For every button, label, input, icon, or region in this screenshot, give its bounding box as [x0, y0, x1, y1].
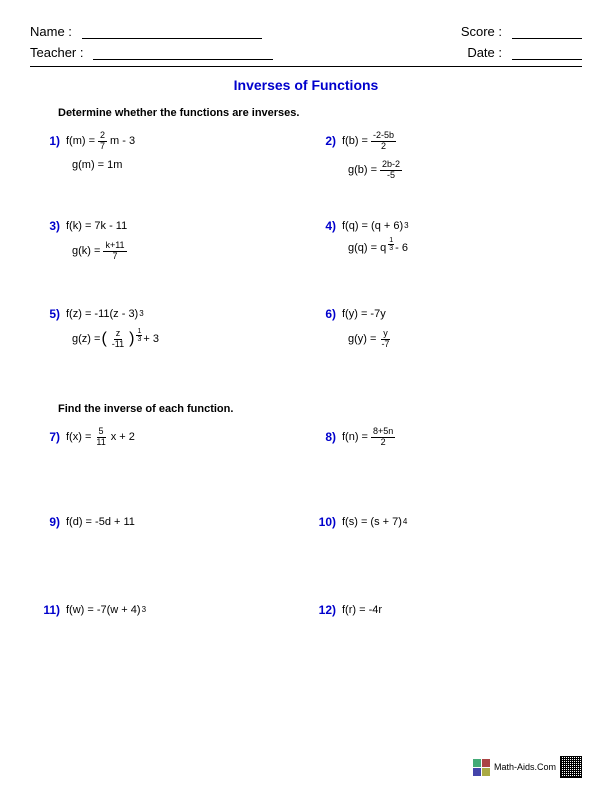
f-expr: f(m) = 27 m - 3 [66, 131, 135, 152]
problem-6: 6) f(y) = -7y g(y) = y-7 [306, 307, 582, 383]
date-label: Date : [467, 45, 502, 60]
problem-4: 4) f(q) = (q + 6)3 g(q) = q13 - 6 [306, 219, 582, 295]
problem-number: 4) [314, 219, 342, 233]
problems-section-1: 1) f(m) = 27 m - 3 g(m) = 1m 2) f(b) = -… [30, 131, 582, 395]
fraction: 511 [94, 427, 107, 448]
score-blank[interactable] [512, 25, 582, 39]
problem-number: 9) [38, 515, 66, 529]
problem-5: 5) f(z) = -11(z - 3)3 g(z) = ( z-11 ) 13… [30, 307, 306, 383]
problem-number: 2) [314, 134, 342, 148]
problem-8: 8) f(n) = 8+5n2 [306, 427, 582, 503]
f-expr: f(x) = 511 x + 2 [66, 427, 135, 448]
problem-2: 2) f(b) = -2-5b2 g(b) = 2b-2-5 [306, 131, 582, 207]
problem-number: 5) [38, 307, 66, 321]
problem-number: 8) [314, 430, 342, 444]
problem-12: 12) f(r) = -4r [306, 603, 582, 679]
g-expr: g(q) = q13 - 6 [348, 241, 408, 256]
logo-icon [473, 759, 490, 776]
f-expr: f(y) = -7y [342, 309, 386, 320]
problem-number: 7) [38, 430, 66, 444]
g-expr: g(y) = y-7 [348, 329, 393, 350]
fraction: k+117 [103, 241, 126, 262]
problem-number: 10) [314, 515, 342, 529]
f-expr: f(q) = (q + 6)3 [342, 221, 409, 232]
f-expr: f(s) = (s + 7)4 [342, 517, 407, 528]
instruction-1: Determine whether the functions are inve… [58, 107, 582, 119]
sup-fraction: 13 [136, 328, 142, 343]
name-field: Name : [30, 24, 262, 39]
f-expr: f(z) = -11(z - 3)3 [66, 309, 144, 320]
teacher-label: Teacher : [30, 45, 83, 60]
teacher-field: Teacher : [30, 45, 273, 60]
g-expr: g(k) = k+117 [72, 241, 129, 262]
fraction: 8+5n2 [371, 427, 395, 448]
date-blank[interactable] [512, 46, 582, 60]
problems-section-2: 7) f(x) = 511 x + 2 8) f(n) = 8+5n2 9) f… [30, 427, 582, 691]
divider [30, 66, 582, 67]
problem-1: 1) f(m) = 27 m - 3 g(m) = 1m [30, 131, 306, 207]
header-row-2: Teacher : Date : [30, 45, 582, 60]
name-label: Name : [30, 24, 72, 39]
instruction-2: Find the inverse of each function. [58, 403, 582, 415]
problem-3: 3) f(k) = 7k - 11 g(k) = k+117 [30, 219, 306, 295]
problem-number: 1) [38, 134, 66, 148]
fraction: y-7 [379, 329, 391, 350]
f-expr: f(k) = 7k - 11 [66, 221, 127, 232]
footer-site: Math-Aids.Com [494, 762, 556, 772]
qr-icon [560, 756, 582, 778]
f-expr: f(r) = -4r [342, 605, 382, 616]
problem-number: 6) [314, 307, 342, 321]
date-field: Date : [467, 45, 582, 60]
sup-fraction: 13 [388, 237, 394, 252]
problem-11: 11) f(w) = -7(w + 4)3 [30, 603, 306, 679]
problem-number: 11) [38, 603, 66, 617]
fraction: -2-5b2 [371, 131, 396, 152]
f-expr: f(d) = -5d + 11 [66, 517, 135, 528]
teacher-blank[interactable] [93, 46, 273, 60]
problem-9: 9) f(d) = -5d + 11 [30, 515, 306, 591]
problem-10: 10) f(s) = (s + 7)4 [306, 515, 582, 591]
fraction: 27 [98, 131, 107, 152]
g-expr: g(b) = 2b-2-5 [348, 160, 404, 181]
fraction: z-11 [110, 329, 126, 350]
g-expr: g(z) = ( z-11 ) 13 + 3 [72, 329, 159, 350]
f-expr: f(w) = -7(w + 4)3 [66, 605, 146, 616]
score-field: Score : [461, 24, 582, 39]
problem-number: 12) [314, 603, 342, 617]
fraction: 2b-2-5 [380, 160, 402, 181]
header-row-1: Name : Score : [30, 24, 582, 39]
problem-7: 7) f(x) = 511 x + 2 [30, 427, 306, 503]
g-expr: g(m) = 1m [72, 160, 122, 171]
name-blank[interactable] [82, 25, 262, 39]
f-expr: f(n) = 8+5n2 [342, 427, 397, 448]
footer: Math-Aids.Com [473, 756, 582, 778]
problem-number: 3) [38, 219, 66, 233]
page-title: Inverses of Functions [30, 77, 582, 93]
score-label: Score : [461, 24, 502, 39]
f-expr: f(b) = -2-5b2 [342, 131, 398, 152]
